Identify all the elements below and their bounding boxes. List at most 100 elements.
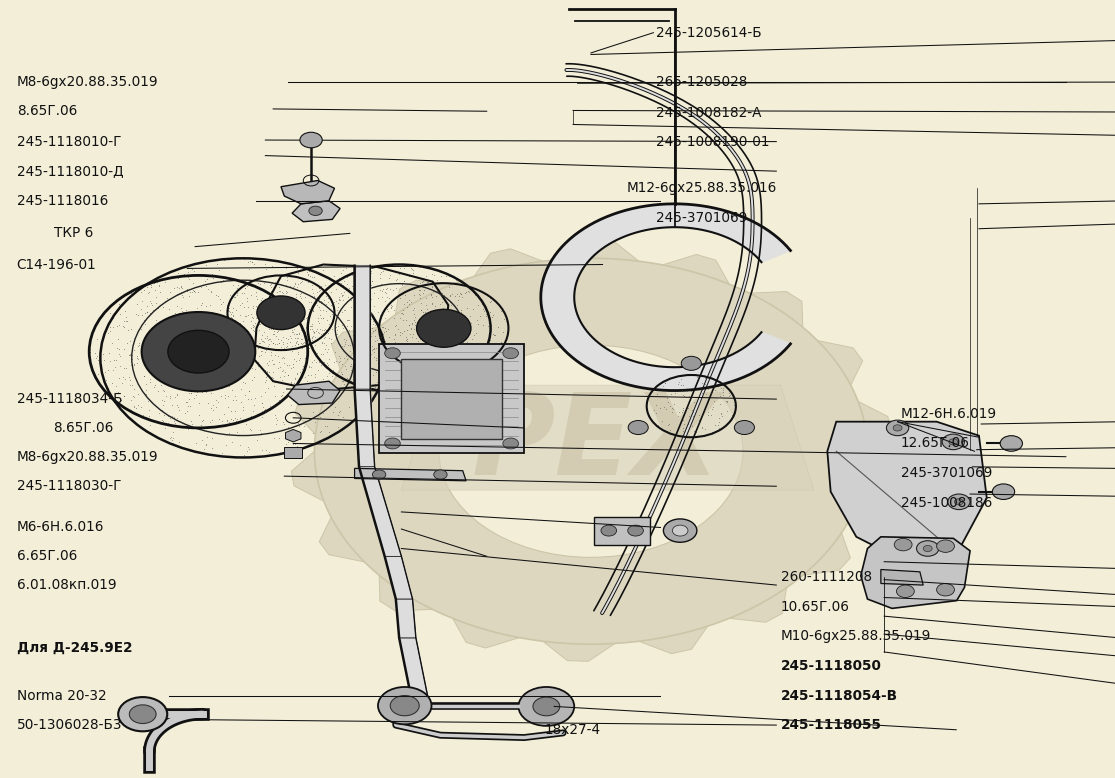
Point: [140, 331, 158, 343]
Point: [375, 305, 392, 317]
Point: [167, 412, 185, 424]
Text: 10.65Г.06: 10.65Г.06: [780, 600, 850, 614]
Point: [99, 364, 117, 377]
Circle shape: [937, 540, 954, 552]
Point: [224, 376, 242, 388]
Point: [409, 335, 427, 348]
Point: [340, 401, 358, 413]
Point: [253, 443, 271, 456]
Point: [106, 361, 124, 373]
Point: [320, 397, 338, 409]
Point: [400, 345, 418, 358]
Point: [300, 265, 318, 278]
Point: [414, 365, 432, 377]
Point: [182, 421, 200, 433]
Polygon shape: [851, 468, 886, 517]
Point: [311, 348, 329, 360]
Point: [235, 301, 253, 314]
Point: [423, 318, 440, 331]
Point: [207, 258, 225, 271]
Point: [250, 318, 268, 331]
Point: [113, 394, 130, 406]
Point: [669, 410, 687, 422]
Point: [133, 323, 151, 335]
Point: [385, 372, 403, 384]
Point: [404, 304, 421, 317]
Point: [291, 366, 309, 378]
Point: [275, 293, 293, 305]
Point: [167, 341, 185, 353]
Point: [425, 325, 443, 338]
Point: [259, 365, 277, 377]
Point: [147, 314, 165, 326]
Point: [223, 353, 241, 366]
Point: [128, 350, 146, 363]
Point: [486, 329, 504, 342]
Point: [132, 286, 149, 298]
Text: 245-1118054-В: 245-1118054-В: [780, 689, 898, 703]
Point: [362, 275, 380, 288]
Point: [145, 381, 163, 394]
Point: [455, 360, 473, 373]
Point: [140, 373, 158, 385]
Point: [246, 363, 264, 375]
Point: [429, 342, 447, 354]
Point: [266, 412, 284, 424]
Point: [328, 295, 346, 307]
Point: [423, 289, 440, 301]
Point: [215, 408, 233, 420]
Point: [269, 338, 287, 350]
Point: [355, 362, 372, 374]
Point: [414, 377, 432, 390]
Point: [473, 352, 491, 364]
Point: [162, 412, 180, 424]
Point: [688, 426, 706, 439]
Point: [260, 382, 278, 394]
Point: [303, 323, 321, 335]
Polygon shape: [385, 556, 413, 599]
Point: [307, 331, 324, 343]
Point: [163, 398, 181, 411]
Point: [241, 255, 259, 268]
Point: [425, 349, 443, 362]
Point: [290, 265, 308, 277]
Point: [418, 279, 436, 292]
Point: [158, 417, 176, 429]
Point: [169, 282, 187, 294]
Text: 8.65Г.06: 8.65Г.06: [17, 104, 77, 118]
Point: [460, 353, 478, 366]
Point: [255, 277, 273, 289]
Point: [289, 312, 307, 324]
Point: [248, 300, 265, 312]
Point: [653, 415, 671, 427]
Point: [103, 337, 120, 349]
Point: [433, 314, 450, 327]
Point: [249, 277, 266, 289]
Point: [145, 359, 163, 371]
Point: [292, 324, 310, 336]
Point: [419, 360, 437, 373]
Point: [171, 287, 188, 300]
Point: [378, 303, 396, 315]
Point: [119, 349, 137, 361]
Point: [214, 296, 232, 309]
Text: М12-6Н.6.019: М12-6Н.6.019: [901, 407, 997, 421]
Point: [405, 322, 423, 335]
Point: [358, 356, 376, 368]
Point: [256, 293, 274, 305]
Point: [387, 273, 405, 286]
Point: [416, 352, 434, 365]
Point: [287, 336, 304, 349]
Point: [158, 359, 176, 372]
Point: [702, 426, 720, 439]
Point: [458, 302, 476, 314]
Point: [398, 324, 416, 336]
Point: [272, 341, 290, 353]
Point: [139, 410, 157, 422]
Point: [445, 342, 463, 354]
Point: [279, 369, 297, 381]
Point: [275, 296, 293, 308]
Point: [256, 344, 274, 356]
Point: [215, 275, 233, 288]
Point: [269, 326, 287, 338]
